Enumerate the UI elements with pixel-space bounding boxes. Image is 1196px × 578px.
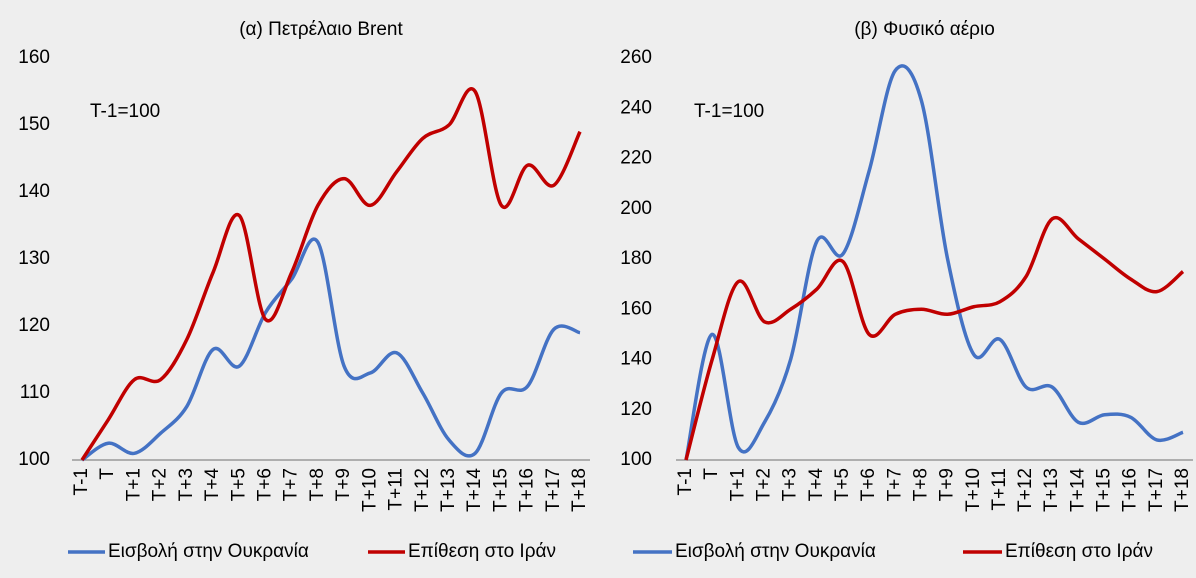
y-tick-label: 160 — [18, 47, 50, 68]
x-tick-label: T+6 — [858, 468, 879, 501]
x-tick-label: T+6 — [254, 468, 275, 501]
chart-title: (α) Πετρέλαιο Brent — [239, 19, 403, 40]
x-tick-label: T+13 — [438, 468, 459, 512]
annotation: T-1=100 — [694, 101, 764, 122]
y-tick-label: 110 — [20, 382, 50, 403]
x-tick-label: T+10 — [359, 468, 380, 512]
y-tick-label: 100 — [18, 449, 50, 470]
x-tick-label: T+5 — [832, 468, 853, 501]
x-tick-label: T+16 — [1120, 468, 1141, 512]
x-tick-label: T+3 — [176, 468, 197, 501]
x-tick-label: T+9 — [937, 468, 958, 501]
x-tick-label: T+15 — [1094, 468, 1115, 512]
y-tick-label: 260 — [620, 47, 652, 68]
y-tick-label: 220 — [620, 148, 652, 169]
y-tick-label: 130 — [18, 248, 50, 269]
y-tick-label: 100 — [620, 449, 652, 470]
x-tick-label: T+1 — [727, 468, 748, 501]
x-tick-label: T+9 — [333, 468, 354, 501]
x-tick-label: T+8 — [307, 468, 328, 501]
x-tick-label: T — [701, 468, 722, 480]
x-tick-label: T-1 — [675, 468, 696, 495]
series-line — [684, 64, 1184, 461]
chart-title: (β) Φυσικό αέριο — [854, 19, 995, 40]
y-tick-label: 160 — [620, 298, 652, 319]
x-tick-label: T+14 — [1067, 468, 1088, 512]
annotation: T-1=100 — [90, 101, 160, 122]
x-tick-label: T+2 — [753, 468, 774, 501]
x-tick-label: T+1 — [123, 468, 144, 501]
x-tick-label: T+10 — [963, 468, 984, 512]
y-tick-label: 120 — [620, 399, 652, 420]
legend-label: Εισβολή στην Ουκρανία — [675, 541, 876, 562]
x-tick-label: T+18 — [569, 468, 590, 512]
x-tick-label: T-1 — [71, 468, 92, 495]
x-tick-label: T+15 — [490, 468, 511, 512]
y-tick-label: 240 — [620, 97, 652, 118]
x-tick-label: T — [97, 468, 118, 480]
x-tick-label: T+18 — [1172, 468, 1193, 512]
x-tick-label: T+4 — [202, 468, 223, 502]
series-line — [80, 237, 581, 462]
legend-label: Επίθεση στο Ιράν — [1005, 541, 1153, 562]
x-tick-label: T+2 — [150, 468, 171, 501]
x-tick-label: T+12 — [412, 468, 433, 512]
x-tick-label: T+11 — [989, 468, 1010, 510]
x-tick-label: T+17 — [1146, 468, 1167, 512]
x-tick-label: T+8 — [910, 468, 931, 501]
x-tick-label: T+17 — [543, 468, 564, 512]
y-tick-label: 140 — [620, 349, 652, 370]
x-tick-label: T+14 — [464, 468, 485, 512]
x-tick-label: T+13 — [1041, 468, 1062, 512]
x-tick-label: T+7 — [281, 468, 302, 501]
x-tick-label: T+12 — [1015, 468, 1036, 512]
legend-label: Εισβολή στην Ουκρανία — [108, 541, 309, 562]
x-tick-label: T+16 — [517, 468, 538, 512]
y-tick-label: 180 — [620, 248, 652, 269]
y-tick-label: 150 — [18, 114, 50, 135]
x-tick-label: T+7 — [884, 468, 905, 501]
x-tick-label: T+11 — [386, 468, 407, 510]
x-tick-label: T+5 — [228, 468, 249, 501]
y-tick-label: 120 — [18, 315, 50, 336]
y-tick-label: 200 — [620, 198, 652, 219]
legend-label: Επίθεση στο Ιράν — [408, 541, 556, 562]
x-tick-label: T+4 — [806, 468, 827, 502]
series-line — [684, 215, 1185, 461]
y-tick-label: 140 — [18, 181, 50, 202]
x-tick-label: T+3 — [780, 468, 801, 501]
series-line — [80, 87, 582, 461]
